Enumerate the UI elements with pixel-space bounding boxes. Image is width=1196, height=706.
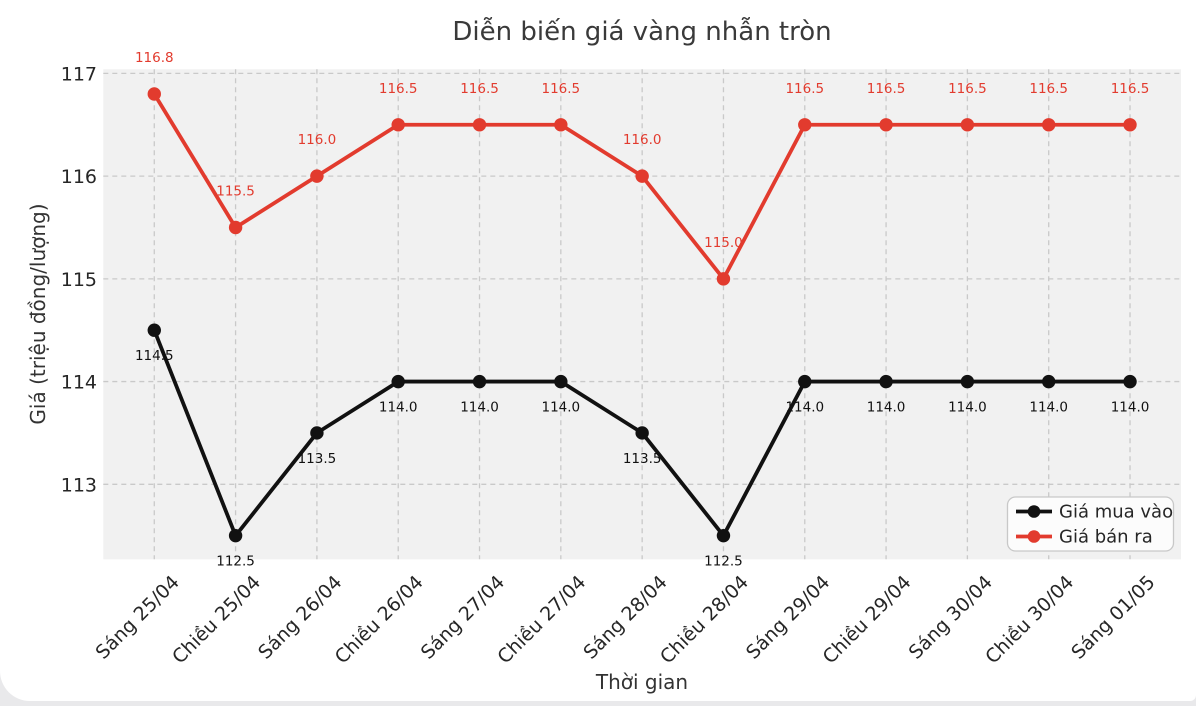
- data-point-label-s1-3: 116.5: [379, 81, 418, 97]
- data-point-label-s0-0: 114.5: [135, 348, 174, 364]
- y-tick-label-115: 115: [61, 269, 97, 291]
- legend-sell-label: Giá bán ra: [1059, 527, 1153, 548]
- data-point-label-s0-3: 114.0: [379, 400, 418, 416]
- data-point-s1-11: [1042, 118, 1056, 132]
- data-point-s1-12: [1123, 118, 1137, 132]
- series-layer: 114.5 112.5 113.5 114.0 114.0 114.0 113.5 112.5…: [135, 50, 1149, 570]
- data-point-s0-8: [798, 374, 812, 389]
- data-point-s0-6: [635, 426, 649, 440]
- data-point-s0-3: [391, 374, 405, 389]
- data-point-label-s1-9: 116.5: [867, 81, 906, 97]
- data-point-s0-10: [960, 374, 975, 389]
- data-point-label-s0-12: 114.0: [1111, 400, 1150, 416]
- data-point-s1-2: [310, 169, 324, 183]
- data-point-s1-1: [228, 220, 243, 235]
- y-tick-label-116: 116: [61, 166, 97, 188]
- data-point-label-s0-7: 112.5: [704, 554, 743, 570]
- data-point-s1-3: [391, 118, 405, 132]
- x-tick-label-12: Sáng 01/05: [1067, 571, 1159, 663]
- data-point-label-s1-2: 116.0: [298, 132, 337, 148]
- data-point-label-s1-12: 116.5: [1111, 81, 1150, 97]
- data-point-s1-5: [554, 118, 568, 132]
- data-point-label-s1-4: 116.5: [460, 81, 499, 97]
- data-point-label-s0-9: 114.0: [867, 400, 906, 416]
- data-point-s0-4: [472, 374, 487, 389]
- data-point-label-s0-4: 114.0: [460, 400, 499, 416]
- data-point-s0-7: [716, 528, 731, 543]
- data-point-label-s0-1: 112.5: [216, 554, 255, 570]
- data-point-s0-1: [228, 528, 243, 543]
- y-tick-label-113: 113: [61, 474, 97, 496]
- data-point-s0-12: [1123, 374, 1137, 389]
- data-point-label-s0-5: 114.0: [542, 400, 581, 416]
- data-point-s1-9: [879, 118, 893, 132]
- data-point-s0-9: [879, 374, 893, 389]
- legend: Giá mua vào Giá bán ra: [1006, 496, 1175, 552]
- data-point-s1-7: [716, 272, 731, 286]
- data-point-label-s1-10: 116.5: [948, 81, 987, 97]
- legend-sell-dot-swatch: [1027, 530, 1041, 543]
- data-point-label-s0-8: 114.0: [785, 400, 824, 416]
- data-point-s1-10: [960, 118, 975, 132]
- data-point-label-s1-6: 116.0: [623, 132, 662, 148]
- data-point-label-s1-5: 116.5: [542, 81, 581, 97]
- legend-buy-label: Giá mua vào: [1059, 502, 1173, 523]
- data-point-label-s1-8: 116.5: [785, 81, 824, 97]
- data-point-label-s1-1: 115.5: [216, 183, 255, 199]
- chart-title: Diễn biến giá vàng nhẫn tròn: [452, 16, 831, 47]
- data-point-label-s1-7: 115.0: [704, 235, 743, 251]
- data-point-label-s1-11: 116.5: [1029, 81, 1068, 97]
- data-point-s1-6: [635, 169, 649, 183]
- data-point-s0-2: [310, 426, 324, 440]
- data-point-label-s0-6: 113.5: [623, 451, 662, 467]
- data-point-label-s1-0: 116.8: [135, 50, 174, 66]
- data-point-label-s0-10: 114.0: [948, 400, 987, 416]
- y-axis-label: Giá (triệu đồng/lượng): [26, 203, 50, 424]
- data-point-s1-4: [472, 118, 487, 132]
- data-point-s0-0: [147, 323, 161, 337]
- y-tick-label-114: 114: [61, 372, 97, 394]
- data-point-s1-8: [798, 118, 812, 132]
- y-tick-label-117: 117: [61, 63, 97, 85]
- data-point-label-s0-2: 113.5: [298, 451, 337, 467]
- data-point-label-s0-11: 114.0: [1029, 400, 1068, 416]
- data-point-s0-11: [1042, 374, 1056, 389]
- data-point-s1-0: [147, 87, 161, 101]
- grid-layer: [103, 69, 1181, 560]
- x-axis-label: Thời gian: [595, 670, 688, 694]
- legend-buy-dot-swatch: [1027, 505, 1041, 518]
- data-point-s0-5: [554, 374, 568, 389]
